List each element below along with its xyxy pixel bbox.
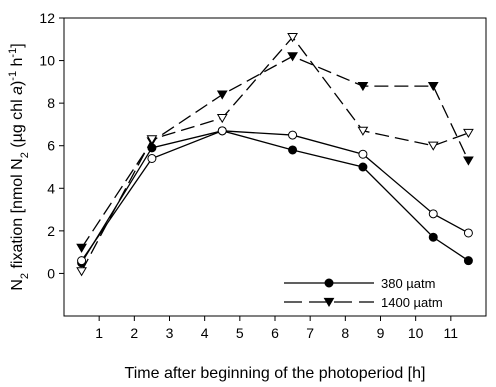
series-1-point-5 — [427, 82, 439, 92]
y-axis-title: N2 fixation [nmol N2 (µg chl a)-1 h-1] — [7, 43, 31, 290]
series-2-point-5 — [428, 209, 438, 219]
x-tick-label-1: 1 — [95, 325, 103, 341]
series-3-point-6 — [463, 128, 474, 138]
y-axis-title-part: (µg chl — [9, 95, 26, 152]
y-axis-title-part: N — [9, 279, 26, 291]
x-tick-label-4: 4 — [201, 325, 209, 341]
series-3-point-2 — [216, 113, 228, 124]
y-axis-title-part: a — [9, 86, 26, 95]
y-tick-label-8: 8 — [47, 95, 55, 111]
x-tick-label-7: 7 — [306, 325, 314, 341]
y-tick-label-0: 0 — [47, 265, 55, 281]
x-tick-label-5: 5 — [236, 325, 244, 341]
series-markers — [76, 33, 474, 277]
y-tick-label-6: 6 — [47, 138, 55, 154]
series-0-point-4 — [358, 162, 368, 172]
series-3-point-0 — [76, 267, 87, 277]
series-lines — [81, 36, 470, 272]
y-axis-title-part: ] — [9, 43, 26, 47]
series-0-point-5 — [428, 232, 438, 242]
series-2-point-1 — [147, 153, 157, 163]
y-tick-label-2: 2 — [47, 223, 55, 239]
series-1-point-0 — [76, 243, 87, 253]
series-2-point-0 — [77, 256, 87, 266]
x-tick-label-10: 10 — [408, 325, 424, 341]
x-tick-label-3: 3 — [166, 325, 174, 341]
x-tick-label-11: 11 — [444, 325, 459, 341]
series-3-line — [81, 36, 469, 272]
y-axis-title-part: ) — [9, 81, 26, 86]
series-2-point-3 — [288, 130, 298, 140]
legend-marker-1 — [323, 297, 335, 308]
series-1-line — [81, 55, 470, 249]
x-tick-label-2: 2 — [130, 325, 138, 341]
plot-frame — [63, 17, 487, 317]
legend-label-1: 1400 µatm — [381, 295, 443, 310]
legend: 380 µatm 1400 µatm — [284, 276, 443, 310]
legend-label-0: 380 µatm — [381, 276, 435, 291]
y-axis-title-part: 2 — [19, 152, 31, 158]
x-tick-label-8: 8 — [341, 325, 349, 341]
series-0-point-3 — [288, 145, 298, 155]
series-2-line — [81, 130, 469, 262]
y-tick-label-12: 12 — [39, 10, 55, 26]
legend-marker-0 — [324, 278, 334, 288]
x-tick-label-9: 9 — [377, 325, 385, 341]
series-3-point-4 — [357, 126, 369, 136]
y-axis-title-part: -1 — [7, 48, 19, 58]
series-3-point-1 — [146, 135, 158, 145]
y-axis-title-part: -1 — [7, 71, 19, 81]
y-axis-title-part: fixation [nmol N — [9, 158, 26, 273]
series-3-point-5 — [427, 141, 439, 151]
series-1-point-6 — [463, 156, 474, 166]
y-axis-title-part: 2 — [19, 273, 31, 279]
x-tick-label-6: 6 — [271, 325, 279, 341]
series-1-point-2 — [216, 90, 228, 100]
series-3-point-3 — [287, 33, 298, 43]
y-tick-label-4: 4 — [47, 180, 55, 196]
y-axis-title-part: h — [9, 58, 26, 71]
y-tick-label-10: 10 — [39, 53, 55, 69]
series-1-point-3 — [287, 52, 298, 62]
series-0-point-6 — [463, 256, 473, 266]
x-axis-title: Time after beginning of the photoperiod … — [125, 365, 426, 382]
series-1-point-4 — [357, 82, 369, 92]
series-2-point-6 — [463, 228, 473, 238]
series-2-point-2 — [217, 126, 227, 136]
series-0-line — [81, 130, 469, 264]
series-2-point-4 — [358, 149, 368, 159]
